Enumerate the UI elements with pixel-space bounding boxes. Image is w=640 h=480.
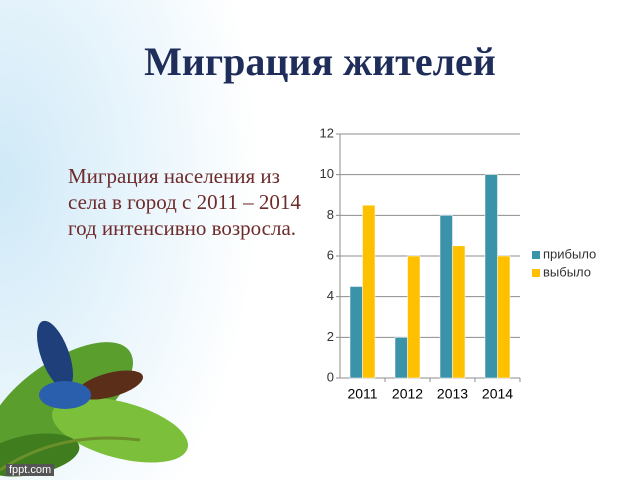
y-tick-label: 6 <box>327 247 334 262</box>
x-tick-label: 2013 <box>437 386 468 402</box>
legend-label: выбыло <box>543 264 591 279</box>
x-tick-label: 2014 <box>482 386 513 402</box>
y-tick-label: 8 <box>327 207 334 222</box>
x-tick-label: 2011 <box>347 386 377 402</box>
legend-swatch <box>532 269 540 277</box>
legend-label: прибыло <box>543 246 596 261</box>
bar <box>452 245 466 379</box>
paragraph: Миграция населения из села в город с 201… <box>68 164 301 240</box>
y-tick-label: 2 <box>327 329 334 344</box>
decoration <box>0 320 189 477</box>
watermark: fppt.com <box>6 464 55 476</box>
bar <box>439 215 453 379</box>
bar <box>394 337 408 379</box>
bar <box>484 174 498 379</box>
y-tick-label: 0 <box>327 369 334 384</box>
bar <box>362 204 376 379</box>
bar <box>407 255 421 379</box>
y-tick-label: 4 <box>327 288 334 303</box>
legend-swatch <box>532 251 540 259</box>
y-tick-label: 12 <box>320 125 334 140</box>
slide-title: Миграция жителей <box>144 39 496 84</box>
bar <box>497 255 511 379</box>
y-tick-label: 10 <box>320 166 334 181</box>
x-tick-label: 2012 <box>392 386 423 402</box>
bar <box>349 286 363 379</box>
